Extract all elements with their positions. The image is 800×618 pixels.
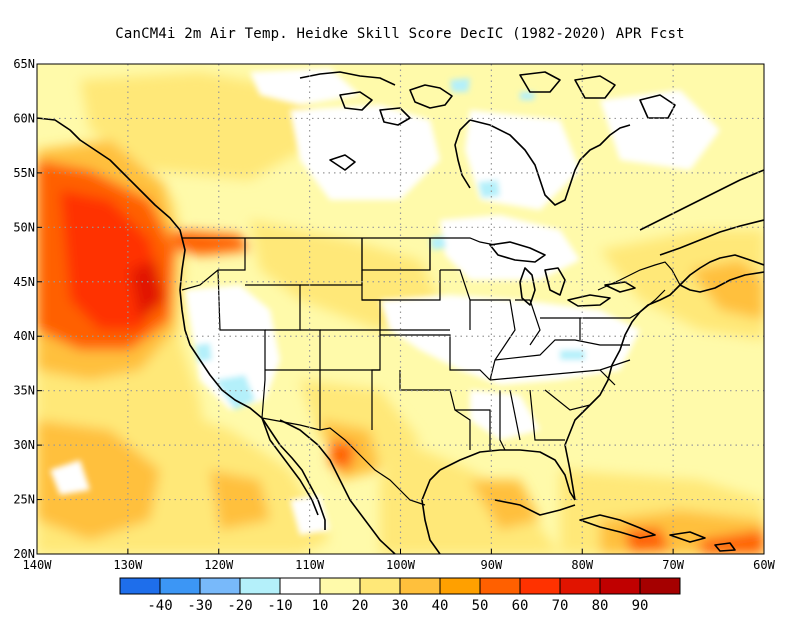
lon-tick-label: 120W	[204, 558, 234, 572]
colorbar-label: 70	[552, 598, 569, 614]
colorbar-swatch	[639, 577, 681, 595]
colorbar-swatch	[479, 577, 521, 595]
lat-tick-label: 65N	[13, 57, 35, 71]
lon-tick-label: 90W	[481, 558, 503, 572]
lat-tick-label: 20N	[13, 547, 35, 561]
colorbar-label: -30	[187, 598, 212, 614]
lon-tick-label: 140W	[23, 558, 53, 572]
colorbar-swatch	[599, 577, 641, 595]
colorbar-swatch	[159, 577, 201, 595]
colorbar-label: 10	[312, 598, 329, 614]
lat-tick-label: 40N	[13, 329, 35, 343]
latitude-axis: 20N 25N 30N 35N 40N 45N 50N 55N 60N 65N	[13, 57, 42, 561]
colorbar-swatch	[119, 577, 161, 595]
colorbar-label: 50	[472, 598, 489, 614]
colorbar-swatch	[319, 577, 361, 595]
colorbar-swatch	[359, 577, 401, 595]
colorbar-label: 80	[592, 598, 609, 614]
colorbar-label: -20	[227, 598, 252, 614]
lon-tick-label: 100W	[386, 558, 416, 572]
colorbar-swatch	[559, 577, 601, 595]
colorbar-swatch	[519, 577, 561, 595]
lat-tick-label: 30N	[13, 438, 35, 452]
lon-tick-label: 130W	[113, 558, 143, 572]
colorbar-swatch	[399, 577, 441, 595]
lon-tick-label: 70W	[662, 558, 684, 572]
colorbar-label: 20	[352, 598, 369, 614]
colorbar-label: 90	[632, 598, 649, 614]
longitude-axis: 140W 130W 120W 110W 100W 90W 80W 70W 60W	[23, 549, 776, 572]
map-title: CanCM4i 2m Air Temp. Heidke Skill Score …	[115, 26, 685, 42]
lat-tick-label: 35N	[13, 384, 35, 398]
lat-tick-label: 55N	[13, 166, 35, 180]
lon-tick-label: 60W	[753, 558, 775, 572]
graticule	[37, 64, 764, 554]
colorbar-swatch	[439, 577, 481, 595]
lat-tick-label: 45N	[13, 275, 35, 289]
colorbar-label: 60	[512, 598, 529, 614]
state-boundaries	[181, 237, 681, 506]
lat-tick-label: 60N	[13, 111, 35, 125]
colorbar-label: 40	[432, 598, 449, 614]
lat-tick-label: 25N	[13, 493, 35, 507]
colorbar-label: 30	[392, 598, 409, 614]
lon-tick-label: 80W	[571, 558, 593, 572]
colorbar-swatch	[239, 577, 281, 595]
colorbar: -40 -30 -20 -10 10 20 30 40 50 60 70 80 90	[119, 577, 681, 614]
lon-tick-label: 110W	[295, 558, 325, 572]
lat-tick-label: 50N	[13, 220, 35, 234]
colorbar-label: -10	[267, 598, 292, 614]
colorbar-swatch	[279, 577, 321, 595]
colorbar-swatch	[199, 577, 241, 595]
colorbar-label: -40	[147, 598, 172, 614]
skill-field	[37, 64, 764, 554]
